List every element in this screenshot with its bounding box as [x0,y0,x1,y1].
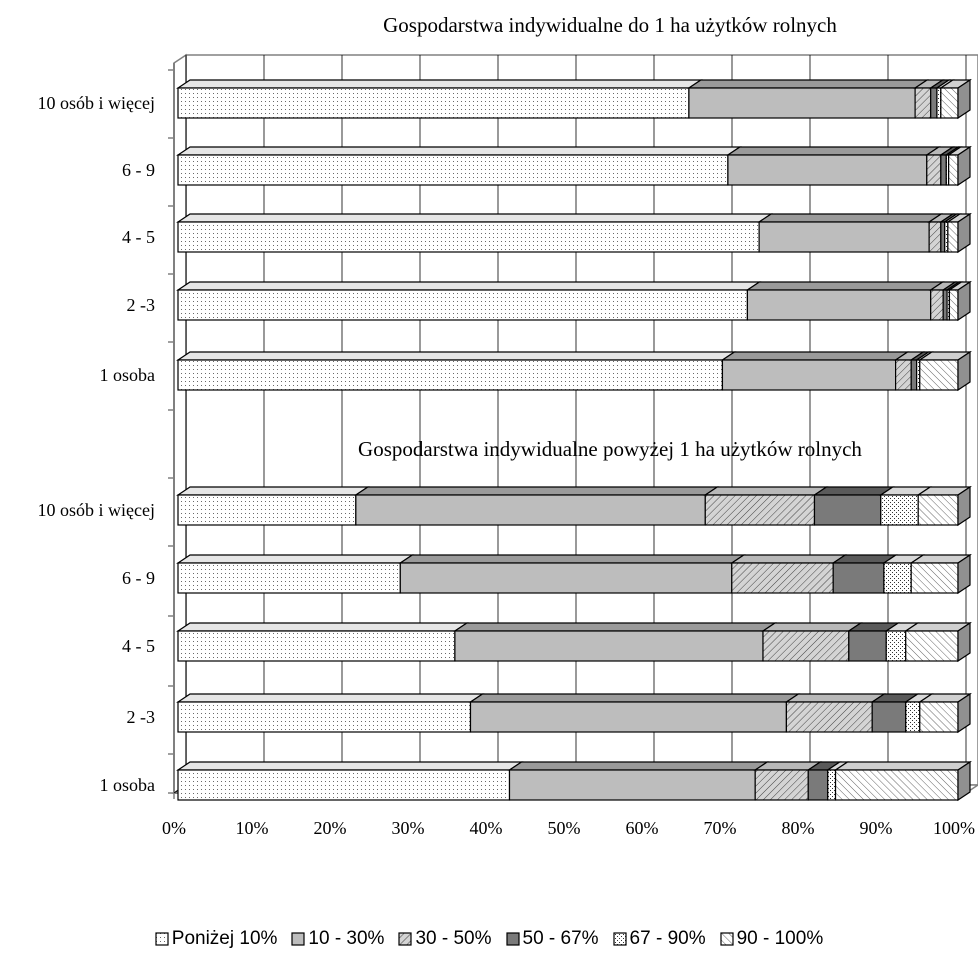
legend-item: Poniżej 10% [155,928,278,950]
legend-swatch [155,932,169,946]
legend-swatch [505,932,520,946]
bar-segment [913,79,945,119]
panel-title: Gospodarstwa indywidualne powyżej 1 ha u… [358,437,862,461]
legend-swatch [398,932,413,946]
bar-segment [917,693,972,733]
bar-end-face [957,692,971,734]
x-tick-label: 100% [933,818,975,838]
bar-segment [452,622,777,662]
bar-segment [507,761,770,801]
category-label: 10 osób i więcej [38,500,155,520]
x-tick-label: 10% [236,818,269,838]
bar-segment [176,281,762,321]
bar-segment [757,213,944,253]
bar-segment [903,622,972,662]
bar-end-face [957,280,971,322]
bar-segment [176,79,703,119]
x-tick-label: 30% [392,818,425,838]
bar-segment [745,281,945,321]
bar-segment [784,693,887,733]
bar-segment [703,486,829,526]
x-tick-label: 20% [314,818,347,838]
panel-title: Gospodarstwa indywidualne do 1 ha użytkó… [383,13,837,37]
bar-segment [846,622,901,662]
bar-segment [353,486,720,526]
legend-item: 90 - 100% [719,928,824,950]
bar-segment [831,554,898,594]
stacked-bar-chart: Gospodarstwa indywidualne do 1 ha użytkó… [38,13,978,838]
x-tick-label: 90% [860,818,893,838]
bar-segment [176,761,524,801]
category-label: 10 osób i więcej [38,93,155,113]
legend-item: 50 - 67% [505,928,599,950]
bar-end-face [957,760,971,802]
bars [176,78,972,802]
bar-segment [753,761,823,801]
bar-segment [928,281,958,321]
category-label: 6 - 9 [122,160,155,180]
legend-item: 67 - 90% [612,928,706,950]
bar-segment [884,622,920,662]
category-label: 2 -3 [127,707,156,727]
legend-label: 67 - 90% [629,928,706,949]
bar-end-face [957,485,971,527]
bar-segment [176,146,742,186]
legend-label: 50 - 67% [522,928,599,949]
bar-segment [398,554,746,594]
bar-end-face [957,350,971,392]
category-label: 2 -3 [127,295,156,315]
category-label: 4 - 5 [122,227,155,247]
bar-end-face [957,145,971,187]
x-tick-label: 80% [782,818,815,838]
legend-label: 10 - 30% [308,928,385,949]
bar-segment [725,146,941,186]
category-label: 4 - 5 [122,636,155,656]
bar-segment [833,761,972,801]
x-tick-label: 60% [626,818,659,838]
bar-segment [924,146,955,186]
category-label: 1 osoba [100,775,156,795]
legend-swatch [612,932,627,946]
legend-label: Poniżej 10% [171,928,278,949]
bar-segment [176,351,737,391]
legend-label: 30 - 50% [415,928,492,949]
bar-segment [176,554,415,594]
bar-end-face [957,78,971,120]
category-label: 1 osoba [100,365,156,385]
bar-segment [176,486,370,526]
bar-segment [176,693,485,733]
bar-segment [720,351,910,391]
legend-swatch [719,932,734,946]
bar-segment [468,693,801,733]
legend-item: 30 - 50% [398,928,492,950]
x-tick-label: 40% [470,818,503,838]
x-tick-label: 70% [704,818,737,838]
bar-end-face [957,621,971,663]
bar-segment [686,79,930,119]
legend-swatch [291,932,306,946]
bar-segment [761,622,863,662]
bar-end-face [957,212,971,254]
bar-segment [176,213,774,253]
legend-label: 90 - 100% [736,928,824,949]
category-label: 6 - 9 [122,568,155,588]
legend: Poniżej 10% 10 - 30% 30 - 50% 50 - 67% 67 - … [0,928,978,950]
axis-labels: Gospodarstwa indywidualne do 1 ha użytkó… [38,13,975,838]
bar-segment [176,622,469,662]
bar-end-face [957,553,971,595]
bar-segment [878,486,933,526]
legend-item: 10 - 30% [291,928,384,950]
x-tick-label: 50% [548,818,581,838]
x-tick-label: 0% [162,818,186,838]
bar-segment [917,351,972,391]
bar-segment [729,554,848,594]
